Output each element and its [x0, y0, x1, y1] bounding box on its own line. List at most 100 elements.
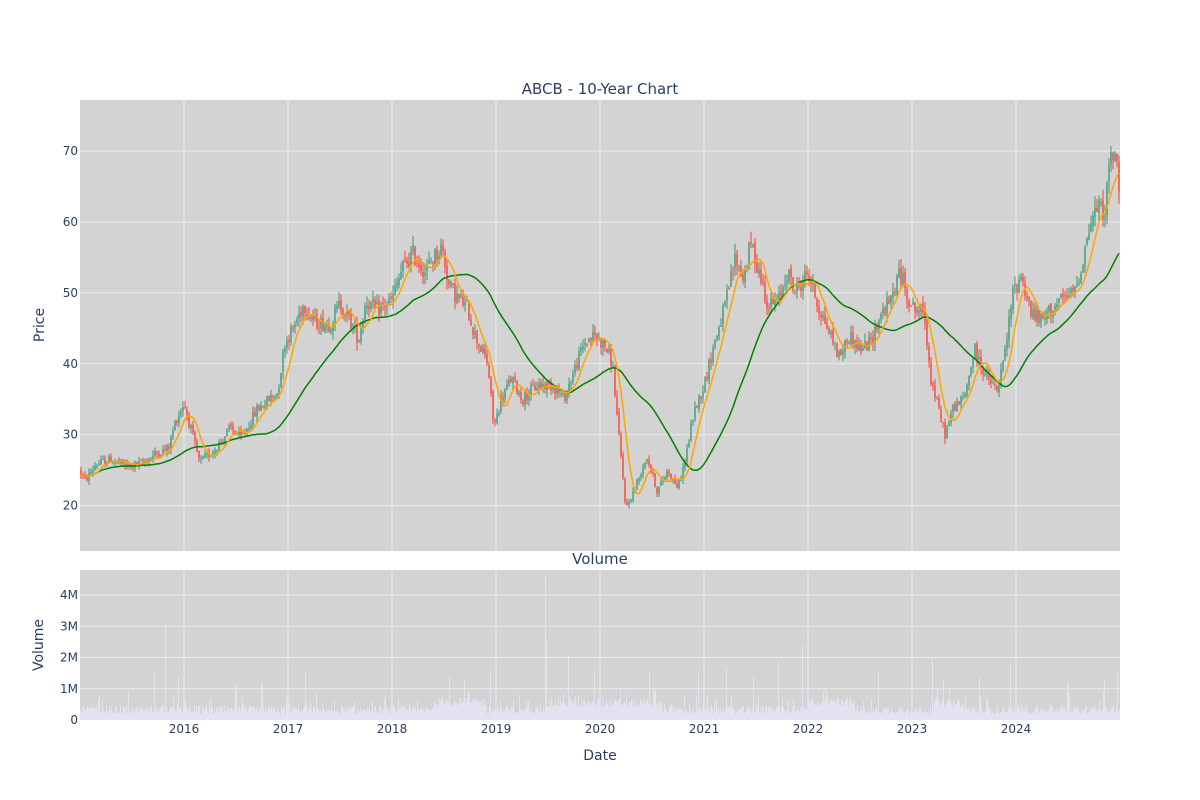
volume-bar — [977, 708, 978, 720]
volume-bar — [1116, 707, 1117, 720]
volume-bar — [252, 708, 253, 720]
volume-bar — [673, 712, 674, 720]
volume-bar — [315, 709, 316, 720]
volume-bar — [805, 709, 806, 720]
candle-body — [1022, 276, 1024, 282]
volume-bar — [909, 713, 910, 720]
volume-bar — [127, 712, 128, 720]
volume-bar — [388, 709, 389, 720]
candle-body — [524, 391, 526, 405]
volume-bar — [85, 710, 86, 720]
volume-bar — [354, 700, 355, 720]
volume-bar — [460, 698, 461, 720]
candle-body — [974, 344, 976, 358]
candle-body — [612, 365, 614, 367]
volume-bar — [419, 708, 420, 720]
candle-body — [340, 300, 342, 311]
volume-bar — [264, 713, 265, 720]
volume-bar — [983, 712, 984, 720]
candle-body — [618, 412, 620, 434]
volume-bar — [784, 710, 785, 720]
volume-bar — [176, 711, 177, 720]
volume-bar — [521, 710, 522, 720]
volume-bar — [421, 706, 422, 720]
candle-body — [406, 260, 408, 264]
volume-bar — [367, 706, 368, 720]
volume-bar — [1088, 711, 1089, 720]
volume-bar — [830, 700, 831, 720]
volume-bar — [1018, 704, 1019, 720]
candle-body — [896, 275, 898, 296]
volume-bar — [841, 699, 842, 720]
volume-bar — [904, 712, 905, 720]
volume-bar — [1044, 708, 1045, 720]
candle-body — [1016, 283, 1018, 293]
volume-bar — [617, 700, 618, 720]
volume-bar — [116, 708, 117, 720]
volume-bar — [1119, 709, 1120, 720]
volume-bar — [105, 711, 106, 720]
candle-body — [1102, 199, 1104, 220]
candle-body — [94, 466, 96, 470]
candle-body — [1002, 361, 1004, 370]
volume-bar — [1000, 712, 1001, 720]
candle-body — [92, 469, 94, 473]
candle-body — [802, 282, 804, 291]
candle-body — [908, 300, 910, 307]
volume-bar — [131, 713, 132, 720]
candle-body — [760, 269, 762, 284]
candle-body — [414, 246, 416, 265]
volume-bar — [775, 709, 776, 720]
volume-bar — [477, 700, 478, 720]
volume-bar — [417, 699, 418, 720]
candle-body — [190, 425, 192, 428]
volume-bar — [1020, 712, 1021, 720]
candle-body — [606, 348, 608, 353]
volume-bar — [331, 705, 332, 720]
x-tick-label: 2023 — [897, 722, 928, 736]
volume-bar — [164, 712, 165, 720]
candle-body — [776, 298, 778, 300]
candle-body — [202, 456, 204, 459]
volume-bar — [88, 708, 89, 720]
volume-bar — [243, 705, 244, 720]
volume-bar — [108, 711, 109, 720]
price-y-tick-label: 50 — [63, 286, 78, 300]
candle-body — [874, 325, 876, 344]
volume-bar — [1081, 709, 1082, 720]
volume-bar — [1001, 711, 1002, 720]
volume-bar — [360, 709, 361, 720]
candle-body — [680, 479, 682, 481]
volume-bar — [589, 705, 590, 720]
candle-body — [1020, 277, 1022, 280]
candle-body — [580, 347, 582, 352]
volume-bar — [470, 703, 471, 720]
volume-bar — [420, 708, 421, 720]
volume-bar — [771, 707, 772, 720]
volume-bar — [745, 712, 746, 720]
volume-bar — [930, 705, 931, 720]
volume-bar — [562, 701, 563, 720]
candle-body — [426, 264, 428, 272]
volume-bar — [80, 709, 81, 720]
volume-bar — [1118, 712, 1119, 720]
volume-bar — [121, 713, 122, 720]
volume-bar — [616, 701, 617, 720]
volume-bar — [900, 707, 901, 720]
candle-body — [804, 271, 806, 281]
volume-bar — [1043, 710, 1044, 720]
volume-bar — [415, 707, 416, 720]
volume-bar — [379, 706, 380, 720]
volume-bar — [501, 706, 502, 720]
volume-bar — [941, 702, 942, 720]
candle-body — [352, 325, 354, 327]
candle-body — [890, 295, 892, 303]
candle-body — [918, 311, 920, 313]
candle-body — [1066, 295, 1068, 298]
volume-bar — [545, 576, 546, 720]
x-tick-label: 2019 — [481, 722, 512, 736]
volume-bar — [1065, 709, 1066, 720]
candle-body — [1070, 288, 1072, 294]
volume-bar — [763, 708, 764, 720]
